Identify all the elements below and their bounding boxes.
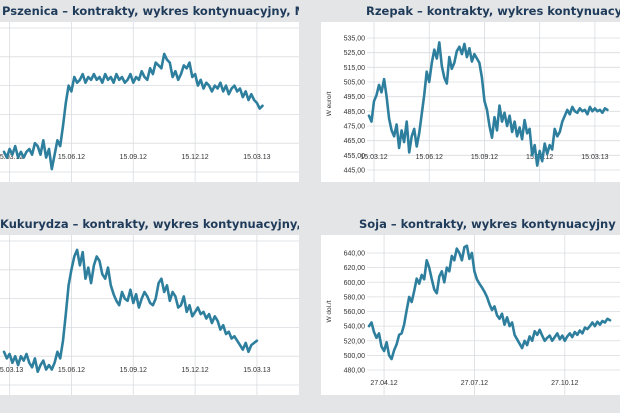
y-tick-label: 620,00 bbox=[344, 265, 366, 272]
y-tick-label: 535,00 bbox=[344, 36, 366, 43]
chart-header bbox=[321, 0, 620, 22]
chart-footer bbox=[0, 182, 299, 200]
chart-title: Rzepak – kontrakty, wykres kontynuacyjny… bbox=[366, 4, 620, 18]
chart-header bbox=[0, 0, 299, 22]
x-tick-label: 15.06.12 bbox=[416, 154, 443, 161]
y-tick-label: 580,00 bbox=[344, 294, 366, 301]
x-tick-label: 27.04.12 bbox=[370, 380, 397, 387]
chart-footer bbox=[321, 395, 620, 413]
x-tick-label: 15.03.13 bbox=[243, 367, 270, 374]
x-tick-label: 15.09.12 bbox=[120, 154, 147, 161]
x-tick-label: 15.12.12 bbox=[181, 367, 208, 374]
line-chart: 15.03.13 15.06.12 15.09.12 15.12.12 15.03.13 bbox=[0, 235, 299, 395]
y-tick-label: 455,00 bbox=[344, 153, 366, 160]
x-tick-label: 27.07.12 bbox=[461, 380, 488, 387]
chart-footer bbox=[321, 182, 620, 200]
x-tick-label: 15.06.12 bbox=[58, 154, 85, 161]
x-tick-label: 15.03.13 bbox=[581, 154, 608, 161]
x-tick-label: 15.03.13 bbox=[0, 367, 23, 374]
chart-title: Kukurydza – kontrakty, wykres kontynuacy… bbox=[0, 217, 299, 231]
chart-header bbox=[0, 213, 299, 235]
series-line bbox=[367, 244, 612, 361]
y-tick-label: 485,00 bbox=[344, 109, 366, 116]
x-tick-label: 15.06.12 bbox=[58, 367, 85, 374]
x-tick-label: 15.09.12 bbox=[471, 154, 498, 161]
line-chart: 15.03.12 15.06.12 15.09.12 15.12.12 15.03.13 bbox=[0, 22, 299, 182]
x-tick-label: 27.10.12 bbox=[551, 380, 578, 387]
series-line bbox=[367, 41, 609, 167]
x-tick-label: 15.03.12 bbox=[0, 154, 23, 161]
x-tick-label: 15.03.12 bbox=[360, 154, 387, 161]
y-tick-label: 600,00 bbox=[344, 280, 366, 287]
line-chart: 480,00 500,00 520,00 540,00 560,00 580,00 600,… bbox=[326, 235, 620, 395]
y-tick-label: 500,00 bbox=[344, 353, 366, 360]
y-tick-label: 465,00 bbox=[344, 138, 366, 145]
y-tick-label: 475,00 bbox=[344, 124, 366, 131]
y-tick-label: 495,00 bbox=[344, 94, 366, 101]
plot-background bbox=[321, 235, 620, 395]
y-tick-label: 515,00 bbox=[344, 65, 366, 72]
y-tick-label: 505,00 bbox=[344, 80, 366, 87]
y-axis-label: W dol./t bbox=[326, 300, 333, 322]
y-tick-label: 640,00 bbox=[344, 251, 366, 258]
y-tick-label: 445,00 bbox=[344, 168, 366, 175]
line-chart: 445,00 455,00 465,00 475,00 485,00 495,00 505,… bbox=[326, 22, 620, 182]
chart-panel-rzepak: Rzepak – kontrakty, wykres kontynuacyjny… bbox=[321, 0, 620, 200]
x-tick-label: 15.12.12 bbox=[181, 154, 208, 161]
x-tick-label: 15.09.12 bbox=[120, 367, 147, 374]
chart-panel-soja: Soja – kontrakty, wykres kontynuacyjny 2… bbox=[321, 213, 620, 413]
series-line bbox=[2, 248, 259, 373]
x-tick-label: 15.03.13 bbox=[243, 154, 270, 161]
y-tick-label: 480,00 bbox=[344, 368, 366, 375]
chart-footer bbox=[0, 395, 299, 413]
y-tick-label: 540,00 bbox=[344, 324, 366, 331]
y-axis-label: W euro/t bbox=[326, 92, 333, 117]
y-tick-label: 520,00 bbox=[344, 338, 366, 345]
y-tick-label: 560,00 bbox=[344, 309, 366, 316]
chart-header bbox=[321, 213, 620, 235]
series-line bbox=[2, 52, 264, 171]
chart-panel-kukurydza: Kukurydza – kontrakty, wykres kontynuacy… bbox=[0, 213, 299, 413]
chart-title: Soja – kontrakty, wykres kontynuacyjny 2… bbox=[359, 217, 620, 231]
y-tick-label: 525,00 bbox=[344, 50, 366, 57]
chart-title: Pszenica – kontrakty, wykres kontynuacyj… bbox=[2, 4, 299, 18]
chart-panel-pszenica: Pszenica – kontrakty, wykres kontynuacyj… bbox=[0, 0, 299, 200]
